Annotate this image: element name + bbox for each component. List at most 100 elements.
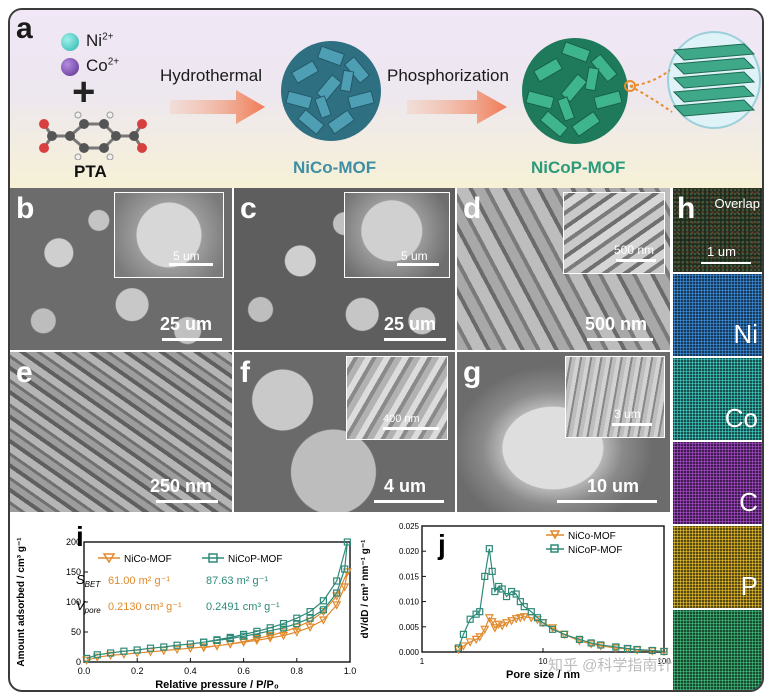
data-point <box>146 644 155 652</box>
data-point <box>185 644 195 653</box>
scale-text: 25 um <box>160 314 213 334</box>
data-point <box>480 625 490 635</box>
data-point <box>253 627 261 636</box>
data-point <box>507 617 517 626</box>
data-point <box>333 589 341 597</box>
vpore-nicop-value: 0.2491 cm³ g⁻¹ <box>206 601 280 613</box>
data-point <box>292 628 302 637</box>
data-point <box>539 619 547 627</box>
vpore-nico-value: 0.2130 cm³ g⁻¹ <box>108 601 182 613</box>
scale-bar <box>156 500 218 503</box>
data-point <box>340 583 350 592</box>
x-axis-label: Pore size / nm <box>506 669 580 681</box>
data-point <box>494 620 504 630</box>
scale-bar <box>384 338 446 341</box>
inset-scale-bar <box>397 263 439 266</box>
y-tick-label: 0 <box>76 657 81 667</box>
data-point <box>279 624 288 632</box>
mapping-c: C <box>673 442 762 524</box>
data-point <box>82 656 92 665</box>
data-point <box>278 631 289 641</box>
inset-scale-bar <box>383 427 439 430</box>
overlap-scale-bar <box>701 262 751 264</box>
data-point <box>498 585 506 593</box>
data-point <box>319 597 327 605</box>
sbet-nico-value: 61.00 m² g⁻¹ <box>108 575 170 587</box>
sem-panel-g: g 3 um 10 um <box>457 352 670 512</box>
panel-label-a: a <box>16 12 33 45</box>
data-point <box>519 613 529 622</box>
sbet-nicop-value: 87.63 m² g⁻¹ <box>206 575 268 587</box>
synthesis-scheme: a Ni2+ Co2+ + <box>10 10 762 188</box>
pta-label: PTA <box>74 162 107 181</box>
y-tick-label: 100 <box>66 597 81 607</box>
data-point <box>597 641 605 649</box>
data-point <box>459 630 468 638</box>
data-point <box>502 619 512 628</box>
layered-sheet-zoom-icon <box>624 31 761 129</box>
data-point <box>587 639 595 647</box>
inset-scale-text: 5 um <box>401 249 428 263</box>
data-point <box>318 607 328 617</box>
panel-label-h: h <box>677 192 696 225</box>
data-point <box>586 640 596 649</box>
data-point <box>252 636 262 646</box>
mapping-o <box>673 610 762 690</box>
legend-marker-nico <box>102 553 116 564</box>
series-line-1 <box>457 548 665 653</box>
data-point <box>186 640 194 648</box>
legend-label-nicop: NiCoP-MOF <box>568 545 622 556</box>
plus-sign: + <box>72 70 96 114</box>
y-tick-label: 0.015 <box>399 572 420 581</box>
sbet-label: SBET <box>76 572 101 589</box>
inset-scale-bar <box>616 259 656 262</box>
data-point <box>533 614 542 622</box>
mapping-p: P <box>673 526 762 608</box>
panel-label-d: d <box>463 192 482 225</box>
scale-bar <box>162 338 222 341</box>
element-label-ni: Ni <box>733 319 758 349</box>
inset-scale-bar <box>169 263 213 266</box>
data-point <box>200 638 208 646</box>
data-point <box>575 635 584 644</box>
data-point <box>511 615 521 624</box>
legend-marker-nicop <box>208 553 218 563</box>
scale-bar <box>374 500 444 503</box>
data-point <box>516 597 524 606</box>
data-point <box>293 619 301 628</box>
data-point <box>520 603 528 611</box>
data-point <box>497 622 507 631</box>
y-tick-label: 200 <box>66 537 81 547</box>
data-point <box>239 637 249 647</box>
sem-panel-d: d 500 nm 500 nm <box>457 188 670 350</box>
y-axis-label: dV/dD / cm³ nm⁻¹ g⁻¹ <box>360 539 371 639</box>
phosphorization-label: Phosphorization <box>387 66 509 85</box>
data-point <box>306 607 314 616</box>
sem-panel-b: b 5 um 25 um <box>10 188 232 350</box>
data-point <box>252 634 262 644</box>
mapping-co: Co <box>673 358 762 440</box>
data-point <box>266 624 274 632</box>
data-point <box>548 625 557 633</box>
data-point <box>133 646 141 654</box>
inset-scale-text: 500 nm <box>614 243 655 257</box>
inset-scale-text: 400 nm <box>383 413 420 425</box>
data-point <box>265 634 275 643</box>
nicop-mof-label: NiCoP-MOF <box>531 158 626 177</box>
data-point <box>512 590 520 598</box>
inset-scale-text: 3 um <box>614 407 641 421</box>
data-point <box>485 545 493 553</box>
legend-label-nicop: NiCoP-MOF <box>228 554 282 565</box>
legend-label-nico: NiCo-MOF <box>568 531 616 542</box>
x-tick-label: 1 <box>420 657 425 666</box>
data-point <box>173 641 181 649</box>
legend-marker-nicop <box>550 544 559 553</box>
panel-label-j: j <box>437 529 446 560</box>
data-point <box>490 624 500 633</box>
inset-scale-text: 5 um <box>173 249 200 263</box>
pore-size-chart: 0.000 0.005 0.010 0.015 0.020 0.025 1 10 100 Pore… <box>360 522 672 681</box>
data-point <box>484 614 494 623</box>
nico-mof-label: NiCo-MOF <box>293 158 377 177</box>
x-axis-label: Relative pressure / P/P₀ <box>155 679 279 690</box>
sem-panel-c: c 5 um 25 um <box>234 188 455 350</box>
